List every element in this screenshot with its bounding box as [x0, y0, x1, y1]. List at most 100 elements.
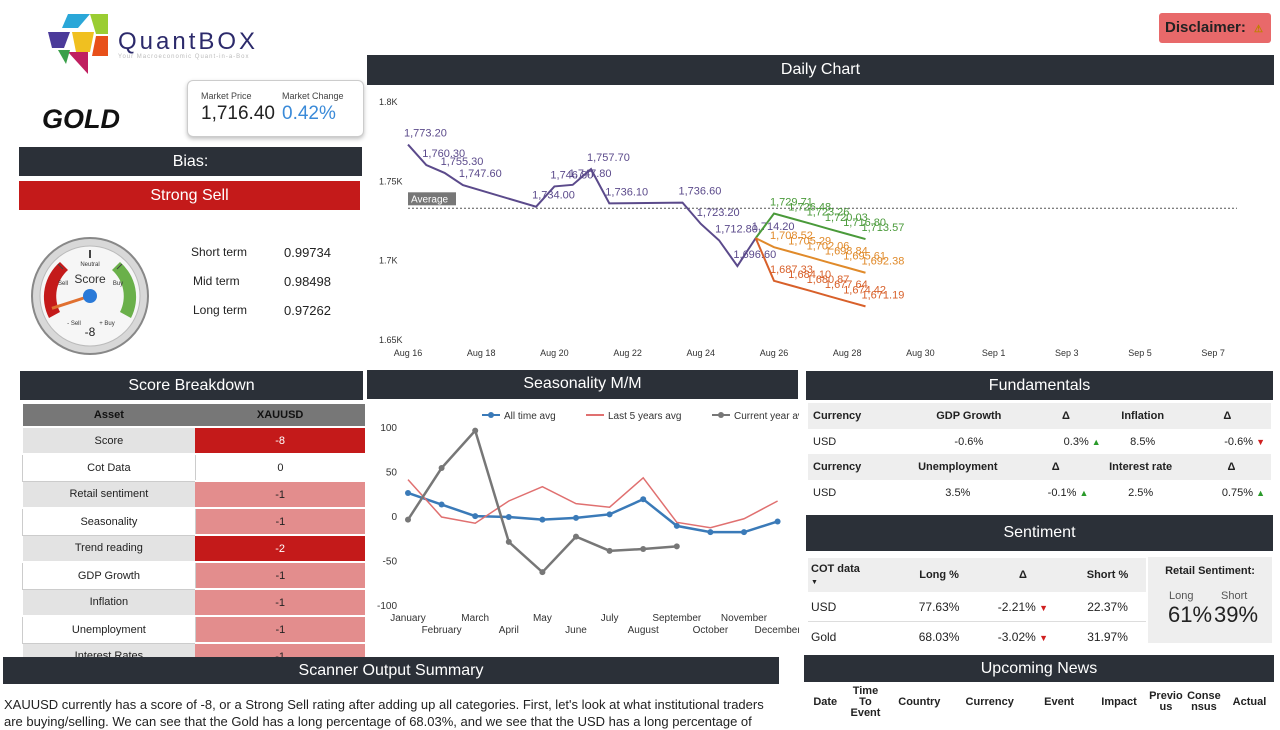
- arrow-down-icon: ▼: [1039, 602, 1049, 613]
- mid-term-value: 0.98498: [284, 274, 331, 289]
- f1-gdp-delta-cell: 0.3% ▲: [1030, 429, 1101, 455]
- data-point: [539, 516, 546, 523]
- seasonality-header: Seasonality M/M: [367, 370, 798, 399]
- news-col-previous[interactable]: Previous: [1146, 684, 1185, 720]
- data-label: 1,729.71: [770, 197, 813, 209]
- disclaimer-button[interactable]: Disclaimer: ⚠: [1159, 13, 1271, 43]
- data-label: 1,674.42: [843, 284, 886, 296]
- arrow-up-icon: ▲: [1256, 488, 1265, 498]
- score-row-name: Seasonality: [22, 507, 196, 536]
- sent-gold-name: Gold: [811, 629, 837, 644]
- x-tick-label: May: [533, 613, 552, 624]
- retail-sentiment-label: Retail Sentiment:: [1165, 565, 1255, 577]
- f2-unemp-delta-cell: -0.1% ▲: [1022, 480, 1089, 506]
- sent-usd-name: USD: [811, 599, 837, 614]
- f1-currency: USD: [813, 436, 837, 448]
- legend-label: Current year avg: [734, 411, 799, 422]
- sent-col-cot[interactable]: COT data ▼: [808, 558, 901, 592]
- f1-inflation-delta: -0.6%: [1224, 436, 1254, 448]
- news-col-actual[interactable]: Actual: [1222, 684, 1276, 720]
- data-point: [405, 516, 411, 523]
- sent-col-delta: Δ: [1018, 569, 1027, 581]
- arrow-up-icon: ▲: [1091, 437, 1101, 447]
- x-tick-label: January: [390, 613, 426, 624]
- short-term-label: Short term: [191, 245, 248, 259]
- news-col-consensus[interactable]: Consensus: [1184, 684, 1223, 720]
- score-row-value: -1: [195, 508, 365, 536]
- news-table: Date Time To Event Country Currency Even…: [806, 684, 1276, 720]
- legend-label: Last 5 years avg: [608, 411, 681, 422]
- gauge-score-value: -8: [85, 325, 96, 339]
- x-tick-label: Aug 20: [540, 348, 569, 358]
- y-tick-label: 1.65K: [379, 335, 403, 345]
- data-point: [505, 514, 512, 520]
- score-row-value: -1: [195, 616, 365, 644]
- data-label: 1,680.87: [807, 274, 850, 286]
- legend-marker: [718, 412, 724, 418]
- f1-inflation-delta-cell: -0.6% ▼: [1184, 429, 1271, 455]
- news-col-event[interactable]: Event: [1027, 684, 1092, 720]
- gauge-strong-sell-label: - Sell: [67, 321, 81, 327]
- score-row-name: Score: [22, 427, 196, 455]
- x-tick-label: Sep 3: [1055, 348, 1079, 358]
- news-col-impact[interactable]: Impact: [1091, 684, 1147, 720]
- sent-usd-long: 77.63%: [918, 599, 960, 614]
- x-tick-label: Aug 18: [467, 348, 496, 358]
- x-tick-label: March: [461, 613, 489, 624]
- score-row-name: Retail sentiment: [22, 481, 196, 509]
- data-label: 1,736.10: [605, 186, 648, 198]
- score-row-name: GDP Growth: [22, 561, 196, 590]
- data-label: 1,695.61: [843, 251, 886, 263]
- x-tick-label: Aug 28: [833, 348, 862, 358]
- x-tick-label: Aug 26: [760, 348, 789, 358]
- data-label: 1,747.60: [459, 168, 502, 180]
- gauge-hub: [83, 289, 97, 303]
- news-col-currency[interactable]: Currency: [952, 684, 1028, 720]
- fundamentals-header: Fundamentals: [806, 371, 1273, 400]
- data-point: [539, 569, 546, 576]
- retail-long-value: 61%: [1168, 602, 1213, 627]
- score-breakdown-table: Asset XAUUSD Score -8 Cot Data 0 Retail sent…: [22, 404, 365, 671]
- table-row: Inflation -1: [22, 589, 365, 617]
- data-point: [640, 546, 647, 553]
- data-label: 1,713.57: [862, 222, 905, 234]
- table-row: GDP Growth -1: [22, 561, 365, 590]
- brand-name: QuantBOX: [118, 28, 259, 55]
- data-label: 1,712.80: [715, 223, 758, 235]
- table-row: Trend reading -2: [22, 535, 365, 563]
- table-row: Score -8: [22, 427, 365, 455]
- brand-tagline: Your Macroeconomic Quant-in-a-Box: [118, 54, 250, 60]
- data-label: 1,702.06: [807, 240, 850, 252]
- bias-value: Strong Sell: [19, 181, 360, 210]
- data-label: 1,734.00: [532, 190, 575, 202]
- x-tick-label: Aug 16: [394, 348, 423, 358]
- news-col-date[interactable]: Date: [806, 684, 845, 720]
- data-point: [774, 518, 781, 525]
- price-card: Market Price 1,716.40 Market Change 0.42…: [187, 80, 364, 137]
- f2-unemployment: 3.5%: [945, 487, 971, 499]
- y-tick-label: -100: [377, 601, 397, 612]
- x-tick-label: November: [721, 613, 768, 624]
- long-term-value: 0.97262: [284, 303, 331, 318]
- f1-gdp: -0.6%: [954, 436, 984, 448]
- x-tick-label: Sep 5: [1128, 348, 1152, 358]
- gauge-strong-buy-label: + Buy: [99, 321, 115, 327]
- x-tick-label: October: [693, 625, 729, 636]
- score-row-value: -1: [195, 562, 365, 590]
- disclaimer-label: Disclaimer:: [1165, 19, 1246, 36]
- scanner-summary-text: XAUUSD currently has a score of -8, or a…: [4, 697, 764, 729]
- score-row-name: Trend reading: [22, 535, 196, 563]
- y-tick-label: 1.7K: [379, 256, 398, 266]
- sentiment-table: COT data ▼ Long % Δ Short % USD 77.63% -2…: [808, 558, 1146, 651]
- news-col-country[interactable]: Country: [886, 684, 953, 720]
- series-line: [407, 491, 778, 534]
- data-label: 1,698.84: [825, 246, 868, 258]
- sort-down-icon: ▼: [811, 579, 818, 586]
- x-tick-label: Aug 22: [613, 348, 642, 358]
- retail-short-value: 39%: [1214, 602, 1259, 627]
- data-label: 1,746.80: [550, 169, 593, 181]
- x-tick-label: February: [422, 625, 462, 636]
- score-row-value: -1: [195, 481, 365, 509]
- news-col-time[interactable]: Time To Event: [844, 684, 887, 720]
